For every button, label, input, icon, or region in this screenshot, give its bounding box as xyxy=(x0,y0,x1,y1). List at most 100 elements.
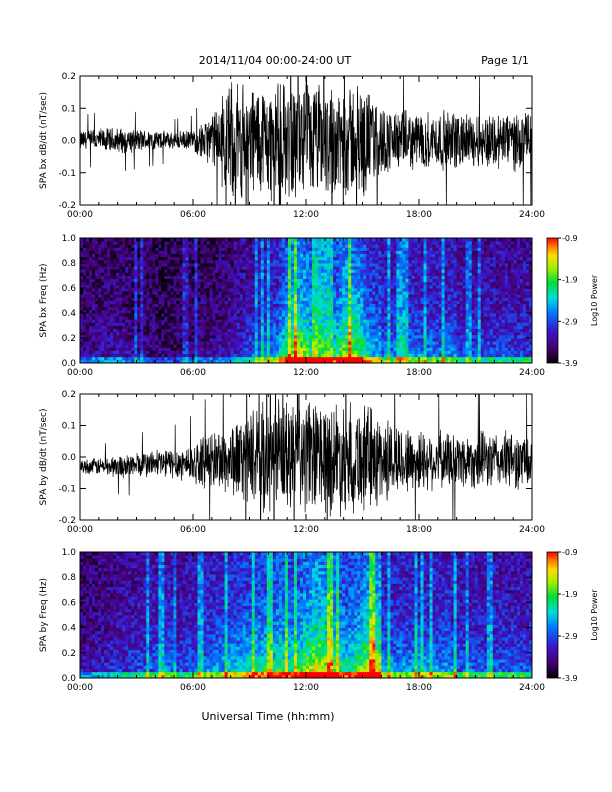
heatmap-cell xyxy=(345,328,349,333)
heatmap-cell xyxy=(426,350,430,355)
heatmap-cell xyxy=(137,350,141,355)
heatmap-cell xyxy=(113,325,117,330)
heatmap-cell xyxy=(95,294,99,298)
heatmap-cell xyxy=(200,341,204,345)
heatmap-cell xyxy=(242,338,247,342)
heatmap-cell xyxy=(423,313,427,317)
heatmap-cell xyxy=(188,238,192,242)
heatmap-cell xyxy=(381,256,385,261)
heatmap-cell xyxy=(278,347,283,351)
heatmap-cell xyxy=(239,266,244,270)
heatmap-cell xyxy=(357,284,361,289)
heatmap-cell xyxy=(98,344,102,348)
heatmap-cell xyxy=(188,306,192,311)
heatmap-cell xyxy=(429,328,433,333)
heatmap-cell xyxy=(393,347,397,351)
heatmap-cell xyxy=(167,356,171,361)
heatmap-cell xyxy=(191,278,195,283)
heatmap-cell xyxy=(384,325,388,330)
heatmap-cell xyxy=(324,266,328,270)
heatmap-cell xyxy=(269,347,274,351)
heatmap-cell xyxy=(218,266,223,270)
heatmap-cell xyxy=(227,244,232,248)
heatmap-cell xyxy=(206,266,210,270)
heatmap-cell xyxy=(233,356,238,361)
heatmap-cell xyxy=(122,328,126,333)
heatmap-cell xyxy=(432,291,436,295)
heatmap-cell xyxy=(212,313,216,317)
heatmap-cell xyxy=(293,266,298,270)
heatmap-cell xyxy=(357,325,361,330)
heatmap-cell xyxy=(330,338,334,342)
heatmap-cell xyxy=(381,347,385,351)
heatmap-cell xyxy=(98,313,102,317)
heatmap-cell xyxy=(287,291,292,295)
heatmap-cell xyxy=(203,334,207,339)
heatmap-cell xyxy=(351,344,355,348)
heatmap-cell xyxy=(357,244,361,248)
heatmap-cell xyxy=(221,281,226,286)
heatmap-cell xyxy=(218,269,223,273)
heatmap-cell xyxy=(432,275,436,280)
heatmap-cell xyxy=(152,316,156,320)
heatmap-cell xyxy=(315,294,319,298)
heatmap-cell xyxy=(221,269,226,273)
heatmap-cell xyxy=(236,347,241,351)
heatmap-cell xyxy=(221,259,226,264)
heatmap-cell xyxy=(324,297,328,301)
heatmap-cell xyxy=(312,353,316,358)
heatmap-cell xyxy=(357,331,361,336)
heatmap-cell xyxy=(405,241,409,245)
heatmap-cell xyxy=(245,325,250,330)
heatmap-cell xyxy=(239,269,244,273)
heatmap-cell xyxy=(167,238,171,242)
heatmap-cell xyxy=(354,272,358,276)
heatmap-cell xyxy=(330,334,334,339)
heatmap-cell xyxy=(233,303,238,308)
heatmap-cell xyxy=(218,322,223,326)
heatmap-cell xyxy=(125,350,129,355)
heatmap-cell xyxy=(218,294,223,298)
heatmap-cell xyxy=(435,338,439,342)
heatmap-cell xyxy=(98,303,102,308)
heatmap-cell xyxy=(251,294,256,298)
heatmap-cell xyxy=(215,303,220,308)
heatmap-cell xyxy=(248,284,253,289)
heatmap-cell xyxy=(336,278,340,283)
heatmap-cell xyxy=(315,300,319,305)
heatmap-cell xyxy=(342,344,346,348)
heatmap-cell xyxy=(339,331,343,336)
heatmap-cell xyxy=(387,353,391,358)
heatmap-cell xyxy=(321,300,325,305)
heatmap-cell xyxy=(296,256,301,261)
heatmap-cell xyxy=(414,256,418,261)
heatmap-cell xyxy=(351,281,355,286)
heatmap-cell xyxy=(152,284,156,289)
heatmap-cell xyxy=(360,309,364,314)
heatmap-cell xyxy=(167,300,171,305)
heatmap-cell xyxy=(281,344,286,348)
heatmap-cell xyxy=(330,303,334,308)
heatmap-cell xyxy=(212,269,216,273)
heatmap-cell xyxy=(360,253,364,258)
heatmap-cell xyxy=(390,334,394,339)
heatmap-cell xyxy=(179,284,183,289)
heatmap-cell xyxy=(140,250,144,255)
heatmap-cell xyxy=(375,316,379,320)
heatmap-cell xyxy=(167,344,171,348)
heatmap-cell xyxy=(116,288,120,292)
heatmap-cell xyxy=(354,334,358,339)
heatmap-cell xyxy=(107,334,111,339)
heatmap-cell xyxy=(119,325,123,330)
heatmap-cell xyxy=(185,275,189,280)
heatmap-cell xyxy=(143,256,147,261)
heatmap-cell xyxy=(227,322,232,326)
heatmap-cell xyxy=(245,256,250,261)
heatmap-cell xyxy=(227,319,232,323)
heatmap-cell xyxy=(444,291,449,295)
heatmap-cell xyxy=(164,266,168,270)
heatmap-cell xyxy=(128,359,132,364)
heatmap-cell xyxy=(345,359,349,364)
heatmap-cell xyxy=(218,244,223,248)
heatmap-cell xyxy=(372,278,376,283)
